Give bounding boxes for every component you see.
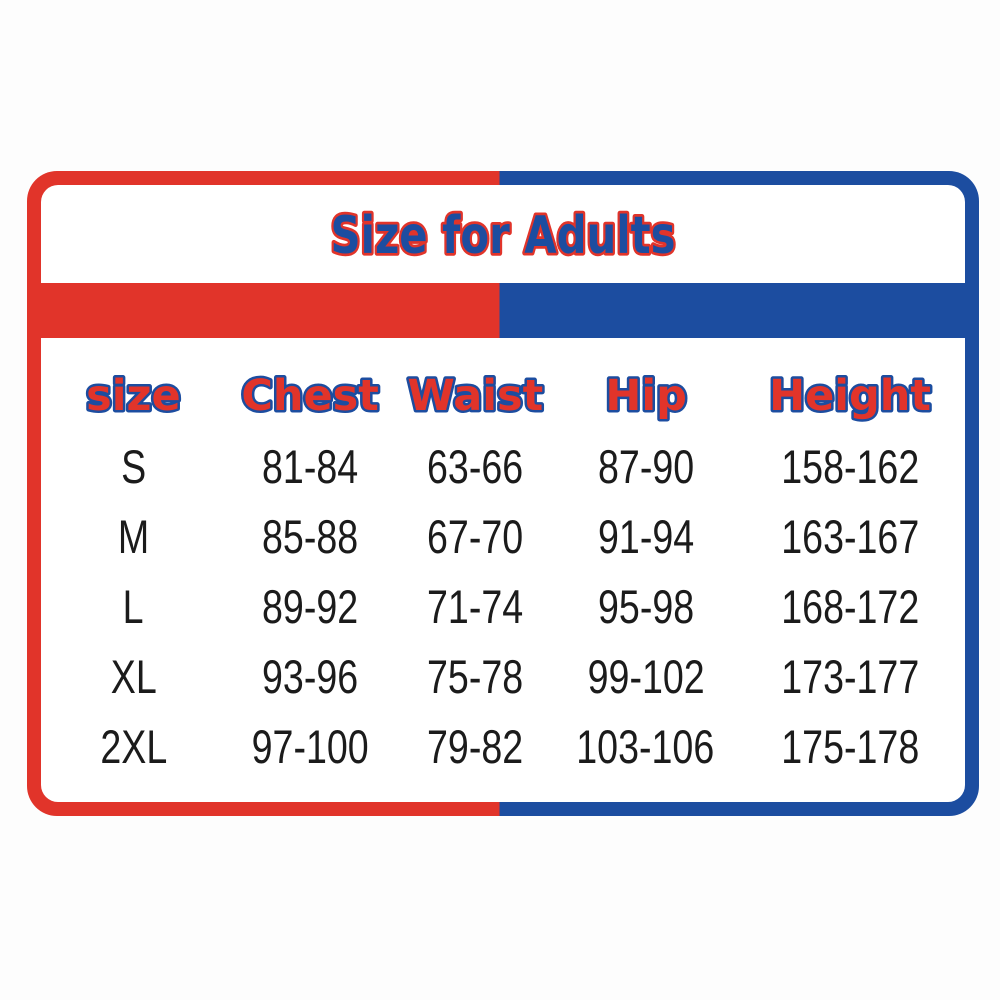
size-value: L — [122, 579, 144, 633]
size-cell: M — [41, 501, 226, 571]
height-cell: 173-177 — [735, 641, 965, 711]
size-cell: L — [41, 571, 226, 641]
hip-value: 95-98 — [597, 579, 694, 633]
waist-cell: 71-74 — [394, 571, 557, 641]
column-header-height-text: Height — [769, 371, 931, 421]
chest-cell: 89-92 — [226, 571, 394, 641]
size-cell: S — [41, 431, 226, 501]
hip-cell: 103-106 — [557, 711, 735, 781]
size-chart-card: Size for Adults size Chest Waist Hip Hei… — [27, 171, 979, 816]
height-cell: 163-167 — [735, 501, 965, 571]
hip-value: 91-94 — [597, 509, 694, 563]
chest-value: 97-100 — [251, 719, 369, 773]
height-value: 158-162 — [780, 439, 919, 493]
size-cell: XL — [41, 641, 226, 711]
waist-value: 67-70 — [427, 509, 524, 563]
chest-value: 93-96 — [261, 649, 358, 703]
height-value: 163-167 — [780, 509, 919, 563]
hip-cell: 95-98 — [557, 571, 735, 641]
column-header-chest: Chest — [226, 361, 394, 431]
waist-cell: 79-82 — [394, 711, 557, 781]
waist-value: 79-82 — [427, 719, 524, 773]
size-value: M — [117, 509, 150, 563]
size-cell: 2XL — [41, 711, 226, 781]
height-cell: 158-162 — [735, 431, 965, 501]
height-cell: 168-172 — [735, 571, 965, 641]
size-value: S — [120, 439, 146, 493]
chest-value: 81-84 — [261, 439, 358, 493]
chest-value: 89-92 — [261, 579, 358, 633]
waist-value: 75-78 — [427, 649, 524, 703]
waist-cell: 63-66 — [394, 431, 557, 501]
chart-title-text: Size for Adults — [331, 206, 676, 266]
divider-stripe — [27, 283, 979, 338]
waist-cell: 67-70 — [394, 501, 557, 571]
hip-value: 87-90 — [597, 439, 694, 493]
column-header-size: size — [41, 361, 226, 431]
chest-value: 85-88 — [261, 509, 358, 563]
chest-cell: 81-84 — [226, 431, 394, 501]
chest-cell: 93-96 — [226, 641, 394, 711]
waist-value: 63-66 — [427, 439, 524, 493]
size-value: XL — [110, 649, 157, 703]
waist-value: 71-74 — [427, 579, 524, 633]
column-header-height: Height — [735, 361, 965, 431]
waist-cell: 75-78 — [394, 641, 557, 711]
height-value: 168-172 — [780, 579, 919, 633]
height-value: 173-177 — [780, 649, 919, 703]
chart-title: Size for Adults — [328, 203, 679, 269]
column-header-hip: Hip — [557, 361, 735, 431]
column-header-waist-text: Waist — [407, 371, 543, 421]
size-table: size Chest Waist Hip Height S 81-84 63-6… — [41, 361, 965, 781]
height-cell: 175-178 — [735, 711, 965, 781]
column-header-chest-text: Chest — [241, 371, 378, 421]
chest-cell: 97-100 — [226, 711, 394, 781]
hip-cell: 87-90 — [557, 431, 735, 501]
column-header-size-text: size — [86, 371, 181, 421]
height-value: 175-178 — [780, 719, 919, 773]
column-header-hip-text: Hip — [605, 371, 687, 421]
hip-cell: 91-94 — [557, 501, 735, 571]
chest-cell: 85-88 — [226, 501, 394, 571]
size-value: 2XL — [99, 719, 167, 773]
hip-cell: 99-102 — [557, 641, 735, 711]
hip-value: 103-106 — [576, 719, 715, 773]
hip-value: 99-102 — [587, 649, 705, 703]
column-header-waist: Waist — [394, 361, 557, 431]
